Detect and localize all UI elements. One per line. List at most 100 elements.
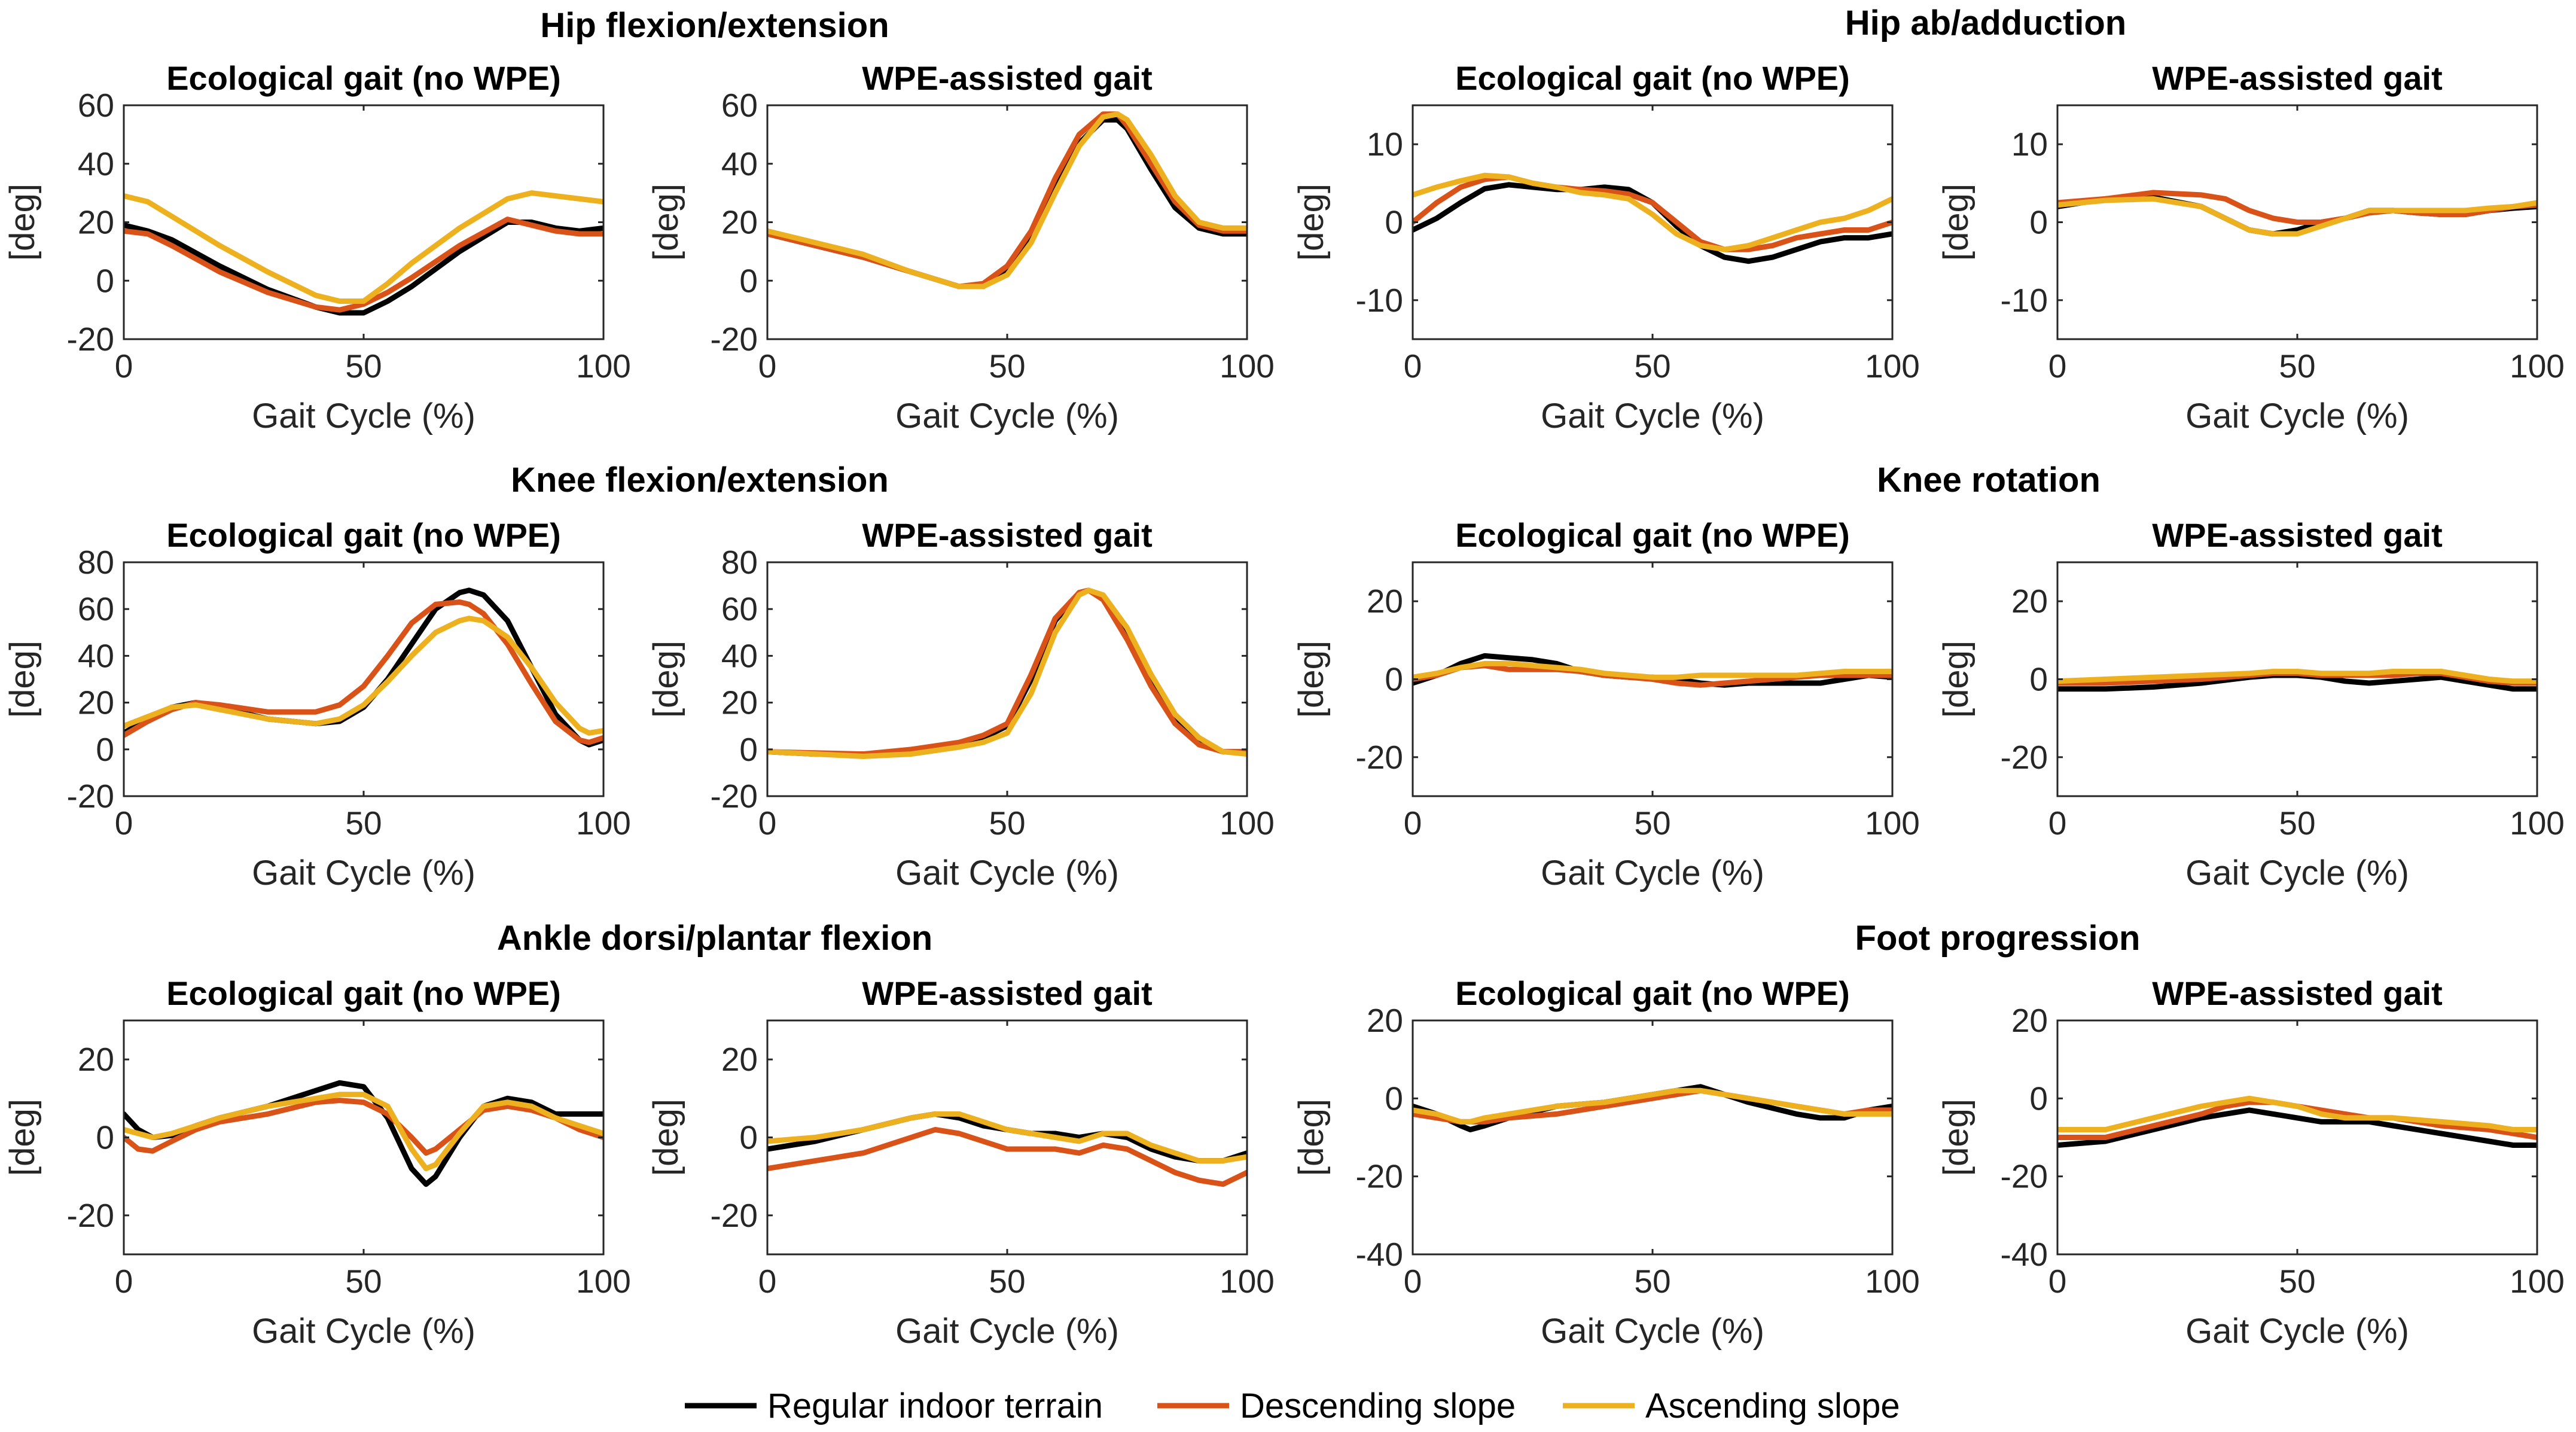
y-tick-label: 60 (721, 590, 758, 627)
x-tick-label: 100 (1220, 805, 1275, 842)
x-axis-label: Gait Cycle (%) (895, 1312, 1119, 1351)
panel-title: WPE-assisted gait (2152, 516, 2442, 554)
x-axis-label: Gait Cycle (%) (1541, 397, 1764, 435)
panel-title: WPE-assisted gait (862, 59, 1152, 97)
x-axis-label: Gait Cycle (%) (2185, 854, 2409, 892)
y-tick-label: 20 (78, 684, 114, 721)
y-tick-label: 0 (1385, 1080, 1403, 1117)
y-tick-label: 60 (721, 87, 758, 124)
y-tick-label: 0 (2029, 204, 2048, 241)
y-tick-label: -20 (2001, 1158, 2048, 1195)
x-tick-label: 50 (989, 805, 1025, 842)
y-tick-label: 0 (739, 731, 758, 768)
series-line-ascending (767, 111, 1247, 290)
panel-title: WPE-assisted gait (2152, 59, 2442, 97)
series-line-ascending (1413, 1087, 1892, 1125)
y-tick-label: 0 (2029, 661, 2048, 698)
panel-hip-ab-adduction-ecological: Ecological gait (no WPE)0 50 100-10010Gait… (1292, 59, 1920, 435)
y-axis-label: [deg] (647, 1099, 685, 1176)
series-line-ascending (767, 587, 1247, 759)
x-axis-label: Gait Cycle (%) (895, 854, 1119, 892)
series-line-ascending (124, 1092, 603, 1172)
y-tick-label: -20 (67, 321, 115, 358)
x-tick-label: 50 (1634, 1263, 1670, 1300)
series-line-ascending (124, 616, 603, 736)
y-tick-label: 0 (96, 1119, 114, 1156)
x-axis-label: Gait Cycle (%) (252, 1312, 475, 1351)
panel-title: Ecological gait (no WPE) (1455, 974, 1850, 1012)
x-axis-label: Gait Cycle (%) (252, 397, 475, 435)
series-line-ascending (124, 190, 603, 304)
x-tick-label: 50 (989, 1263, 1025, 1300)
y-tick-label: 40 (78, 145, 114, 182)
y-axis-label: [deg] (1937, 1099, 1976, 1176)
panel-title: WPE-assisted gait (862, 516, 1152, 554)
series-line-ascending (1413, 660, 1892, 680)
group-title-hip-abduction: Hip ab/adduction (1845, 4, 2126, 42)
x-tick-label: 100 (1865, 348, 1920, 385)
y-tick-label: 0 (1385, 661, 1403, 698)
x-tick-label: 100 (1865, 1263, 1920, 1300)
x-tick-label: 0 (1404, 805, 1422, 842)
panel-title: Ecological gait (no WPE) (166, 59, 561, 97)
x-tick-label: 0 (1404, 1263, 1422, 1300)
x-tick-label: 0 (115, 805, 133, 842)
panel-ankle-dorsi-plantar-flexion-ecological: Ecological gait (no WPE)0 50 100-20020Gait… (3, 974, 631, 1351)
y-tick-label: 80 (721, 544, 758, 581)
x-tick-label: 0 (2048, 805, 2067, 842)
x-tick-label: 0 (758, 1263, 777, 1300)
series-line-ascending (767, 1111, 1247, 1164)
y-tick-label: -20 (711, 1197, 758, 1234)
group-title-foot-progression: Foot progression (1855, 919, 2141, 958)
y-tick-label: 20 (1367, 1002, 1403, 1039)
axes-frame (766, 104, 1248, 340)
x-tick-label: 50 (345, 348, 382, 385)
x-axis-label: Gait Cycle (%) (252, 854, 475, 892)
y-tick-label: 10 (2011, 126, 2048, 163)
y-tick-label: 20 (78, 1041, 114, 1078)
x-tick-label: 100 (2510, 805, 2565, 842)
y-axis-label: [deg] (3, 1099, 42, 1176)
y-tick-label: 60 (78, 87, 114, 124)
y-tick-label: -40 (2001, 1236, 2048, 1273)
series-line-regular (2057, 1107, 2537, 1148)
y-axis-label: [deg] (3, 641, 42, 718)
panel-knee-flexion-extension-ecological: Ecological gait (no WPE)0 50 100-200204060… (3, 516, 631, 892)
panel-title: Ecological gait (no WPE) (1455, 516, 1850, 554)
x-tick-label: 0 (2048, 348, 2067, 385)
panel-knee-rotation-ecological: Ecological gait (no WPE)0 50 100-20020Gait… (1292, 516, 1920, 892)
x-tick-label: 100 (1220, 348, 1275, 385)
y-axis-label: [deg] (3, 184, 42, 261)
x-tick-label: 100 (1220, 1263, 1275, 1300)
y-tick-label: -10 (1356, 282, 1404, 319)
y-tick-label: 80 (78, 544, 114, 581)
x-tick-label: 0 (1404, 348, 1422, 385)
x-tick-label: 0 (758, 805, 777, 842)
x-tick-label: 0 (115, 348, 133, 385)
y-axis-label: [deg] (1937, 184, 1976, 261)
series-line-ascending (2057, 196, 2537, 237)
group-title-knee-flexion: Knee flexion/extension (511, 461, 889, 499)
y-tick-label: 0 (2029, 1080, 2048, 1117)
axes-frame (123, 1019, 605, 1256)
y-tick-label: -20 (67, 1197, 115, 1234)
panel-foot-progression-wpe: WPE-assisted gait 0 50 100 -40 -20 0 20 Gait Cyc… (1937, 974, 2565, 1351)
series-line-regular (124, 1080, 603, 1187)
panel-title: Ecological gait (no WPE) (166, 516, 561, 554)
y-tick-label: 60 (78, 590, 114, 627)
y-tick-label: 20 (78, 204, 114, 241)
y-tick-label: 20 (2011, 1002, 2048, 1039)
y-tick-label: -40 (1356, 1236, 1404, 1273)
x-tick-label: 0 (115, 1263, 133, 1300)
series-line-ascending (2057, 669, 2537, 684)
x-tick-label: 50 (345, 1263, 382, 1300)
y-tick-label: 20 (721, 1041, 758, 1078)
x-tick-label: 50 (2279, 348, 2315, 385)
series-line-ascending (1413, 172, 1892, 252)
y-tick-label: 40 (721, 145, 758, 182)
